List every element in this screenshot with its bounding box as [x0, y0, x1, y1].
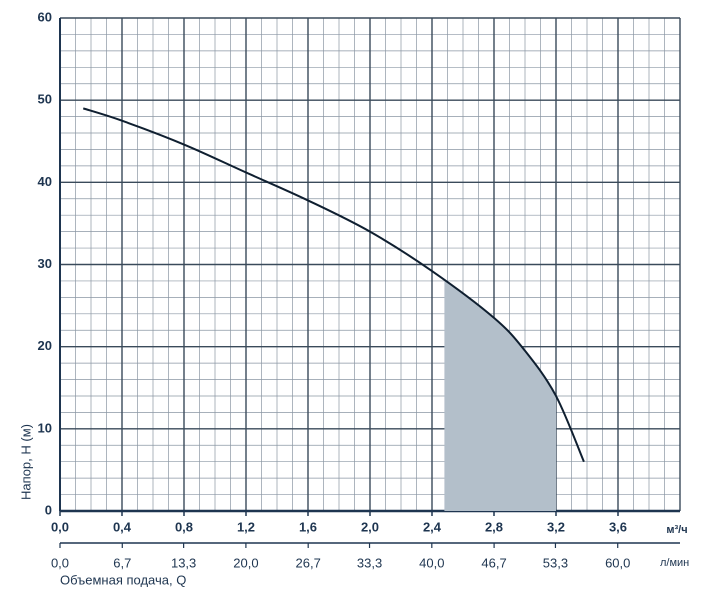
x-tick-label: 0,4 [113, 519, 132, 534]
x-tick-label: 2,4 [423, 519, 442, 534]
x-tick-label: 2,0 [361, 519, 379, 534]
x-unit: м³/ч [666, 524, 687, 536]
y-tick-label: 30 [38, 256, 52, 271]
x-tick-label: 3,2 [547, 519, 565, 534]
y-tick-label: 40 [38, 174, 52, 189]
x2-tick-label: 26,7 [296, 555, 321, 570]
x-tick-label: 3,6 [609, 519, 627, 534]
y-tick-label: 0 [45, 502, 52, 517]
x2-tick-label: 6,7 [113, 555, 131, 570]
y-tick-label: 20 [38, 338, 52, 353]
x-tick-label: 2,8 [485, 519, 503, 534]
x2-tick-label: 0,0 [51, 555, 69, 570]
x2-tick-label: 60,0 [605, 555, 630, 570]
x2-tick-label: 20,0 [233, 555, 258, 570]
y-tick-label: 10 [38, 420, 52, 435]
y-tick-label: 60 [38, 9, 52, 24]
x-axis-label: Объемная подача, Q [60, 572, 186, 587]
x2-unit: л/мин [660, 557, 689, 569]
x-tick-label: 0,8 [175, 519, 193, 534]
x-tick-label: 1,6 [299, 519, 317, 534]
curve [82, 107, 585, 463]
y-tick-label: 50 [38, 92, 52, 107]
x2-tick-label: 46,7 [481, 555, 506, 570]
x-tick-label: 1,2 [237, 519, 255, 534]
y-axis-label: Напор, H (м) [18, 424, 33, 500]
x2-tick-label: 40,0 [419, 555, 444, 570]
x2-tick-label: 13,3 [171, 555, 196, 570]
x2-tick-label: 53,3 [543, 555, 568, 570]
x2-tick-label: 33,3 [357, 555, 382, 570]
x-tick-label: 0,0 [51, 519, 69, 534]
